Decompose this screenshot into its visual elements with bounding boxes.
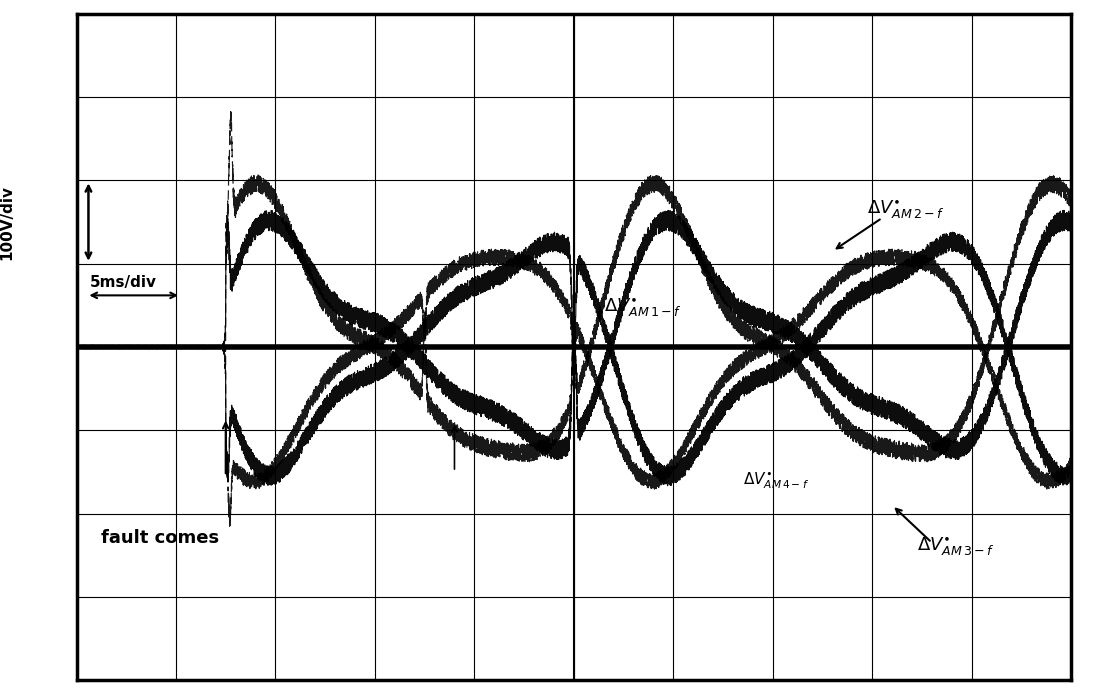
Text: $\Delta V^{\bullet}_{AM\,3-f}$: $\Delta V^{\bullet}_{AM\,3-f}$ [917,536,995,558]
Text: $\Delta V^{\bullet}_{AM\,1-f}$: $\Delta V^{\bullet}_{AM\,1-f}$ [603,296,681,319]
Text: 100V/div: 100V/div [0,185,14,260]
Text: $\Delta V^{\bullet}_{AM\,2-f}$: $\Delta V^{\bullet}_{AM\,2-f}$ [867,198,945,221]
Text: fault comes: fault comes [102,529,220,547]
Text: $\Delta V^{\bullet}_{AM\,4-f}$: $\Delta V^{\bullet}_{AM\,4-f}$ [743,471,809,491]
Text: 5ms/div: 5ms/div [90,275,156,290]
